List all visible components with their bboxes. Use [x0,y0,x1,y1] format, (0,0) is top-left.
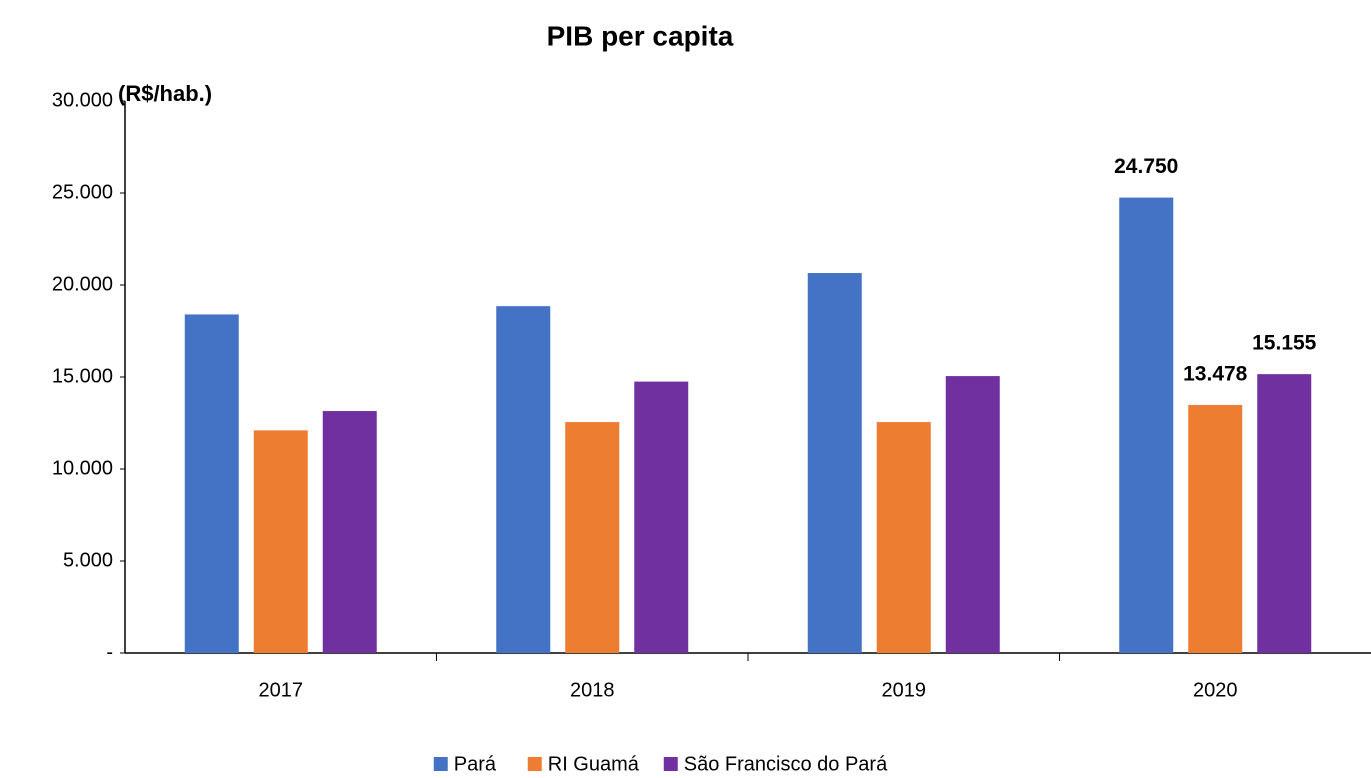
legend-label: Pará [454,753,497,775]
bar [496,306,551,653]
x-tick-label: 2019 [882,679,927,701]
chart-title: PIB per capita [547,20,734,51]
bar [1119,197,1174,653]
legend-label: São Francisco do Pará [684,753,888,775]
y-tick-label: 25.000 [52,181,113,203]
bar [184,314,239,653]
x-tick-label: 2020 [1193,679,1238,701]
bar [876,422,931,653]
bar [807,273,862,653]
legend-swatch [433,757,448,771]
x-tick-label: 2018 [570,679,615,701]
bar [945,376,1000,653]
data-label: 15.155 [1252,332,1317,355]
data-label: 24.750 [1114,155,1178,178]
data-label: 13.478 [1183,363,1248,386]
legend-label: RI Guamá [548,753,640,775]
y-tick-label: 10.000 [52,457,113,479]
y-tick-label: - [106,641,113,663]
x-tick-label: 2017 [259,679,304,701]
bar [634,381,689,653]
legend-swatch [663,757,678,771]
bar [1188,405,1243,653]
y-axis-label: (R$/hab.) [118,81,212,106]
y-tick-label: 15.000 [52,365,113,387]
bar [1257,374,1312,653]
bar [253,430,308,653]
bar [322,411,377,653]
bar [565,422,620,653]
y-tick-label: 5.000 [63,549,113,571]
y-tick-label: 20.000 [52,273,113,295]
legend-swatch [527,757,542,771]
y-tick-label: 30.000 [52,89,113,111]
